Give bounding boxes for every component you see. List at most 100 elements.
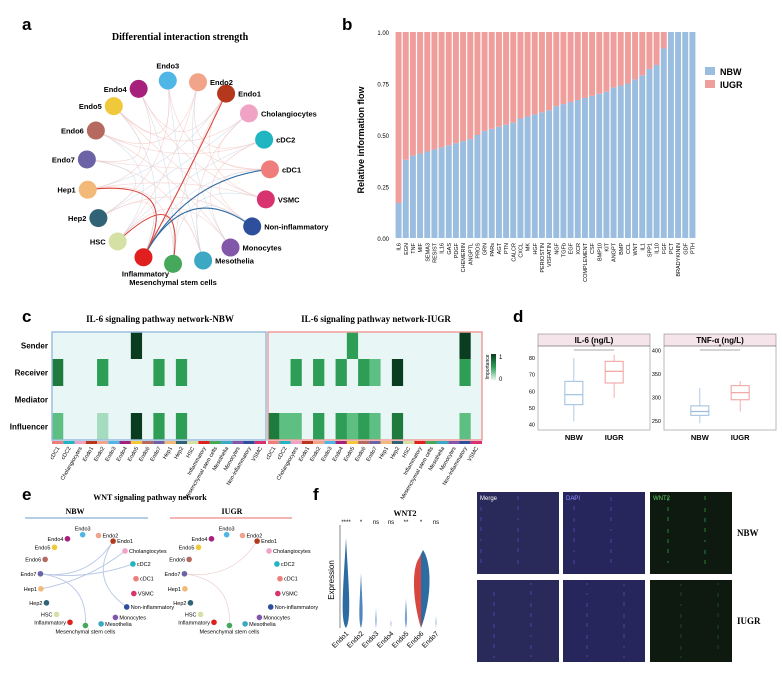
wnt-node-iugr-mesothelia — [242, 621, 248, 627]
wnt-node-label-iugr: Mesothelia — [249, 622, 277, 628]
heatmap-legend: 1 0 Importance — [485, 354, 503, 383]
micrograph-speckle — [717, 647, 719, 649]
network-edge — [196, 113, 250, 261]
wnt-node-nbw-endo6 — [42, 556, 48, 563]
column-label: Hep2 — [173, 446, 185, 460]
micrograph-speckle — [680, 626, 682, 628]
violin-title: WNT2 — [393, 509, 416, 518]
network-edge-strong — [87, 187, 157, 258]
bar-nbw-angpt — [610, 87, 617, 239]
x-tick-label: VISFATIN — [547, 243, 553, 267]
cell-nbw-mediator-endo1 — [85, 386, 98, 413]
cell-nbw-influencer-endo4 — [119, 413, 132, 440]
micrograph-speckle — [623, 636, 625, 638]
micrograph-speckle — [573, 560, 575, 562]
bar-iugr-visfatin — [546, 32, 553, 111]
micrograph-speckle — [717, 645, 719, 647]
cell-iugr-receiver-monocytes — [448, 359, 460, 386]
wnt-node-nbw-inflammatory — [67, 619, 73, 626]
wnt-node-nbw-endo2 — [95, 532, 102, 539]
boxplot-y-tick: 350 — [652, 372, 661, 378]
cell-iugr-mediator-hep1 — [380, 386, 393, 413]
wnt-node-label-iugr: Inflammatory — [178, 620, 210, 626]
micrograph-speckle — [530, 605, 532, 607]
y-tick-label: 0.00 — [377, 237, 389, 243]
node-cholangiocytes — [239, 104, 258, 123]
node-cdc1 — [260, 160, 279, 179]
wnt-node-nbw-cdc2 — [130, 561, 136, 567]
boxplot-y-tick: 70 — [529, 373, 535, 379]
network-edge — [86, 105, 141, 162]
cell-iugr-influencer-cholangiocytes — [290, 413, 302, 440]
micrograph-speckle — [586, 655, 588, 657]
cell-iugr-sender-endo5 — [346, 332, 359, 359]
micrograph-speckle — [480, 527, 482, 529]
wnt-node-label-nbw: Monocytes — [119, 615, 146, 621]
cell-nbw-influencer-monocytes — [232, 413, 244, 440]
bar-nbw-grn — [481, 130, 488, 238]
micrograph-speckle — [530, 623, 532, 625]
panel-f: f WNT2 Expression ****Endo1*Endo2nsEndo3… — [313, 485, 761, 662]
node-endo6 — [86, 121, 105, 140]
violin-significance: ns — [388, 520, 394, 526]
boxplot-title: IL-6 (ng/L) — [575, 336, 614, 345]
micrograph-speckle — [530, 593, 532, 595]
micrograph-speckle — [530, 613, 532, 615]
bar-nbw-mk — [524, 116, 531, 238]
micrograph-speckle — [717, 635, 719, 637]
micrograph-speckle — [517, 548, 519, 550]
legend-swatch-nbw — [705, 67, 715, 75]
x-tick-label: EGF — [569, 242, 575, 254]
bar-nbw-fgf — [660, 48, 667, 239]
boxplot-category: IUGR — [605, 433, 624, 442]
micrograph-speckle — [586, 615, 588, 617]
wnt-node-iugr-endo1 — [254, 538, 260, 544]
wnt-node-iugr-endo3 — [223, 531, 230, 538]
bar-iugr-agt — [495, 32, 502, 127]
bar-nbw-ngf — [553, 106, 560, 238]
cell-nbw-receiver-cdc1 — [52, 359, 64, 386]
micrograph-speckle — [586, 605, 588, 607]
micrograph-speckle — [667, 561, 669, 563]
network-edge — [192, 82, 231, 248]
column-color-strip — [448, 441, 460, 444]
cell-iugr-receiver-cholangiocytes — [290, 359, 302, 386]
cell-iugr-sender-endo1 — [301, 332, 314, 359]
cell-nbw-influencer-endo7 — [153, 413, 165, 440]
cell-nbw-mediator-hsc — [187, 386, 199, 413]
bar-iugr-spp1 — [646, 32, 653, 70]
heatmap-frame-iugr — [267, 331, 483, 441]
column-color-strip — [85, 441, 98, 444]
micrograph-speckle — [517, 528, 519, 530]
micrograph-row-label: IUGR — [737, 616, 761, 626]
column-label: VSMC — [467, 446, 480, 463]
bar-nbw-tnf — [409, 155, 416, 238]
micrograph-speckle — [623, 604, 625, 606]
bar-nbw-kit — [603, 91, 610, 239]
wnt-node-label-iugr: Endo6 — [169, 557, 185, 563]
cell-nbw-sender-inflammatory — [198, 332, 210, 359]
panel-letter-e: e — [22, 485, 31, 504]
wnt-node-label-nbw: Inflammatory — [34, 620, 66, 626]
wnt-node-label-nbw: Hep2 — [29, 601, 42, 607]
boxplot-category: IUGR — [731, 433, 750, 442]
wnt-node-iugr-vsmc — [275, 590, 281, 597]
micrograph-speckle — [517, 562, 519, 564]
panel-e-subtitle-nbw: NBW — [65, 507, 84, 516]
column-color-strip — [335, 441, 347, 444]
micrograph-speckle — [717, 625, 719, 627]
bar-nbw-spp1 — [646, 69, 653, 238]
cell-iugr-mediator-endo2 — [313, 386, 325, 413]
cell-nbw-sender-vsmc — [254, 332, 267, 359]
cell-nbw-mediator-non-inflammatory — [243, 386, 255, 413]
x-tick-label: FGF — [662, 242, 668, 254]
micrograph-label: Merge — [480, 496, 498, 502]
cell-nbw-mediator-hep2 — [175, 386, 188, 413]
cell-iugr-mediator-cdc1 — [268, 386, 280, 413]
column-color-strip — [119, 441, 131, 444]
bar-iugr-kit — [603, 32, 610, 92]
wnt-node-nbw-mesothelia — [98, 621, 104, 627]
micrograph-speckle — [573, 538, 575, 540]
column-color-strip — [232, 441, 244, 444]
network-edge — [172, 93, 227, 264]
